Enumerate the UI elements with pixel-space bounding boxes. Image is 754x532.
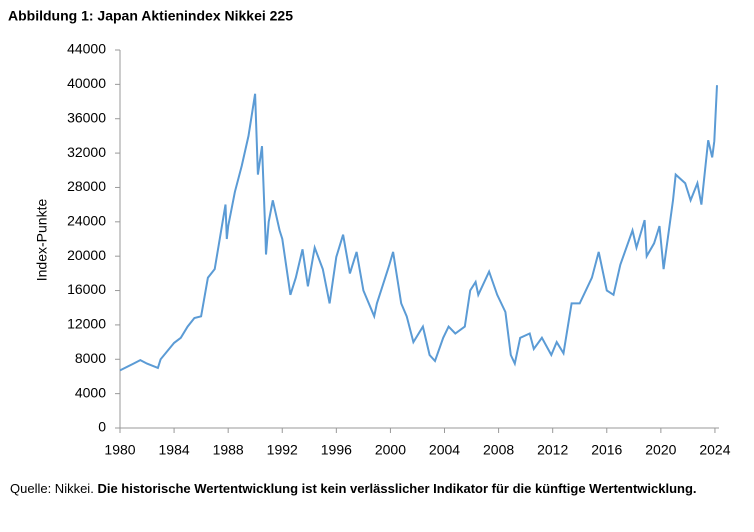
y-tick-label: 32000 — [67, 144, 106, 160]
chart: Abbildung 1: Japan Aktienindex Nikkei 22… — [8, 8, 731, 458]
x-tick-label: 2016 — [591, 442, 622, 458]
x-tick-label: 2020 — [645, 442, 676, 458]
line — [119, 85, 718, 372]
x-tick-label: 1992 — [267, 442, 298, 458]
source: Quelle: Nikkei. — [10, 481, 94, 496]
y-tick-label: 44000 — [67, 41, 106, 57]
y-tick-label: 8000 — [75, 350, 106, 366]
x-tick-label: 1980 — [104, 442, 135, 458]
y-tick-label: 40000 — [67, 75, 106, 91]
y-tick-label: 28000 — [67, 178, 106, 194]
y-axis-label: Index-Punkte — [34, 199, 50, 282]
x-tick-label: 2024 — [699, 442, 730, 458]
y-tick-label: 36000 — [67, 109, 106, 125]
x-tick-label: 2004 — [429, 442, 460, 458]
x-tick-label: 2012 — [537, 442, 568, 458]
chart-title: Abbildung 1: Japan Aktienindex Nikkei 22… — [8, 8, 293, 24]
x-tick-label: 1984 — [159, 442, 190, 458]
x-tick-label: 1988 — [213, 442, 244, 458]
y-tick-label: 0 — [98, 419, 106, 435]
y-tick-label: 24000 — [67, 213, 106, 229]
disclaimer: Die historische Wertentwicklung ist kein… — [97, 481, 697, 496]
y-tick-label: 20000 — [67, 247, 106, 263]
x-tick-label: 2000 — [375, 442, 406, 458]
y-tick-label: 12000 — [67, 316, 106, 332]
x-tick-label: 1996 — [321, 442, 352, 458]
y-tick-label: 16000 — [67, 281, 106, 297]
footer: Quelle: Nikkei. Die historische Wertentw… — [10, 478, 740, 499]
x-tick-label: 2008 — [483, 442, 514, 458]
y-tick-label: 4000 — [75, 384, 106, 400]
